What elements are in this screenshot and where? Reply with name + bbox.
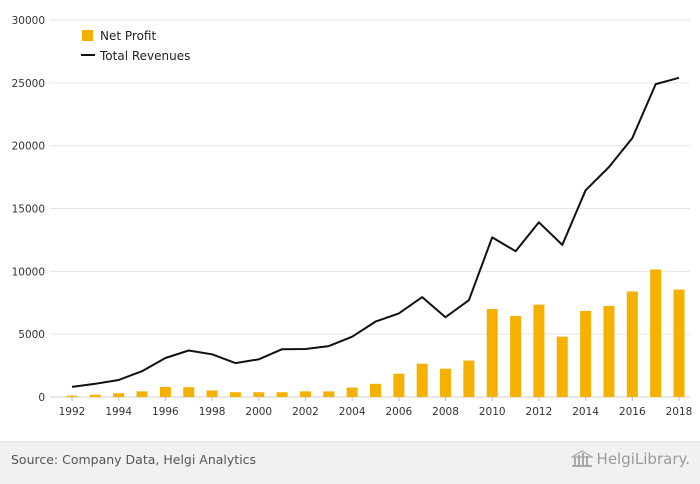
bar-net-profit [136,391,148,397]
bar-net-profit [229,392,241,397]
total-revenues-line [71,76,680,388]
bar-net-profit [183,387,195,397]
bar-net-profit [673,289,685,397]
gridlines [50,19,690,398]
source-note: Source: Company Data, Helgi Analytics [11,452,257,467]
x-tick-label: 2000 [245,406,272,418]
bar-net-profit [393,373,405,397]
x-tick-label: 2002 [292,406,319,418]
legend: Net Profit Total Revenues [81,29,190,63]
x-tick-label: 2008 [432,406,459,418]
bar-net-profit [416,363,428,397]
x-tick-label: 1996 [152,406,179,418]
y-axis: 0 5000 10000 15000 20000 25000 30000 [12,15,45,404]
bar-net-profit [89,394,101,397]
bar-net-profit [66,395,78,397]
y-tick-label: 20000 [12,141,45,153]
y-tick-label: 0 [38,392,45,404]
legend-label-net-profit: Net Profit [100,29,156,43]
legend-swatch-net-profit [82,30,93,41]
bar-net-profit [323,391,335,397]
footer: Source: Company Data, Helgi Analytics He… [0,441,700,484]
bar-net-profit [603,305,615,397]
y-tick-label: 15000 [12,204,45,216]
bar-net-profit [253,392,265,397]
bar-net-profit [486,309,498,397]
brand-name: HelgiLibrary. [596,450,690,468]
x-tick-label: 2012 [526,406,553,418]
bar-net-profit [276,392,288,397]
bar-net-profit [463,360,475,397]
bar-net-profit [626,291,638,397]
x-tick-label: 2010 [479,406,506,418]
x-tick-label: 2016 [619,406,646,418]
x-tick-label: 1992 [59,406,86,418]
bar-net-profit [580,310,592,397]
bar-net-profit [510,315,522,397]
bar-net-profit [370,383,381,397]
bar-net-profit [299,391,311,397]
y-tick-label: 25000 [12,78,45,90]
x-tick-label: 1994 [105,406,132,418]
y-tick-label: 5000 [18,329,45,341]
x-tick-label: 1998 [199,406,226,418]
library-building-icon [570,450,593,467]
net-profit-bars [66,269,685,397]
y-tick-label: 30000 [12,15,45,27]
total-revenues-line-group [71,76,680,388]
bar-net-profit [159,386,171,397]
bar-net-profit [206,390,218,397]
bar-net-profit [650,269,662,397]
bar-net-profit [346,387,358,397]
brand-logo: HelgiLibrary. [570,450,690,468]
bar-net-profit [533,304,545,397]
x-tick-label: 2018 [666,406,693,418]
x-tick-label: 2004 [339,406,366,418]
bar-net-profit [113,393,125,397]
x-tick-label: 2006 [385,406,412,418]
bar-net-profit [556,336,568,397]
bar-net-profit [440,368,452,397]
legend-label-total-revenues: Total Revenues [99,49,190,63]
x-tick-label: 2014 [572,406,599,418]
x-axis: 1992 1994 1996 1998 2000 2002 2004 2006 2008 2010… [59,397,693,418]
y-tick-label: 10000 [12,266,45,278]
